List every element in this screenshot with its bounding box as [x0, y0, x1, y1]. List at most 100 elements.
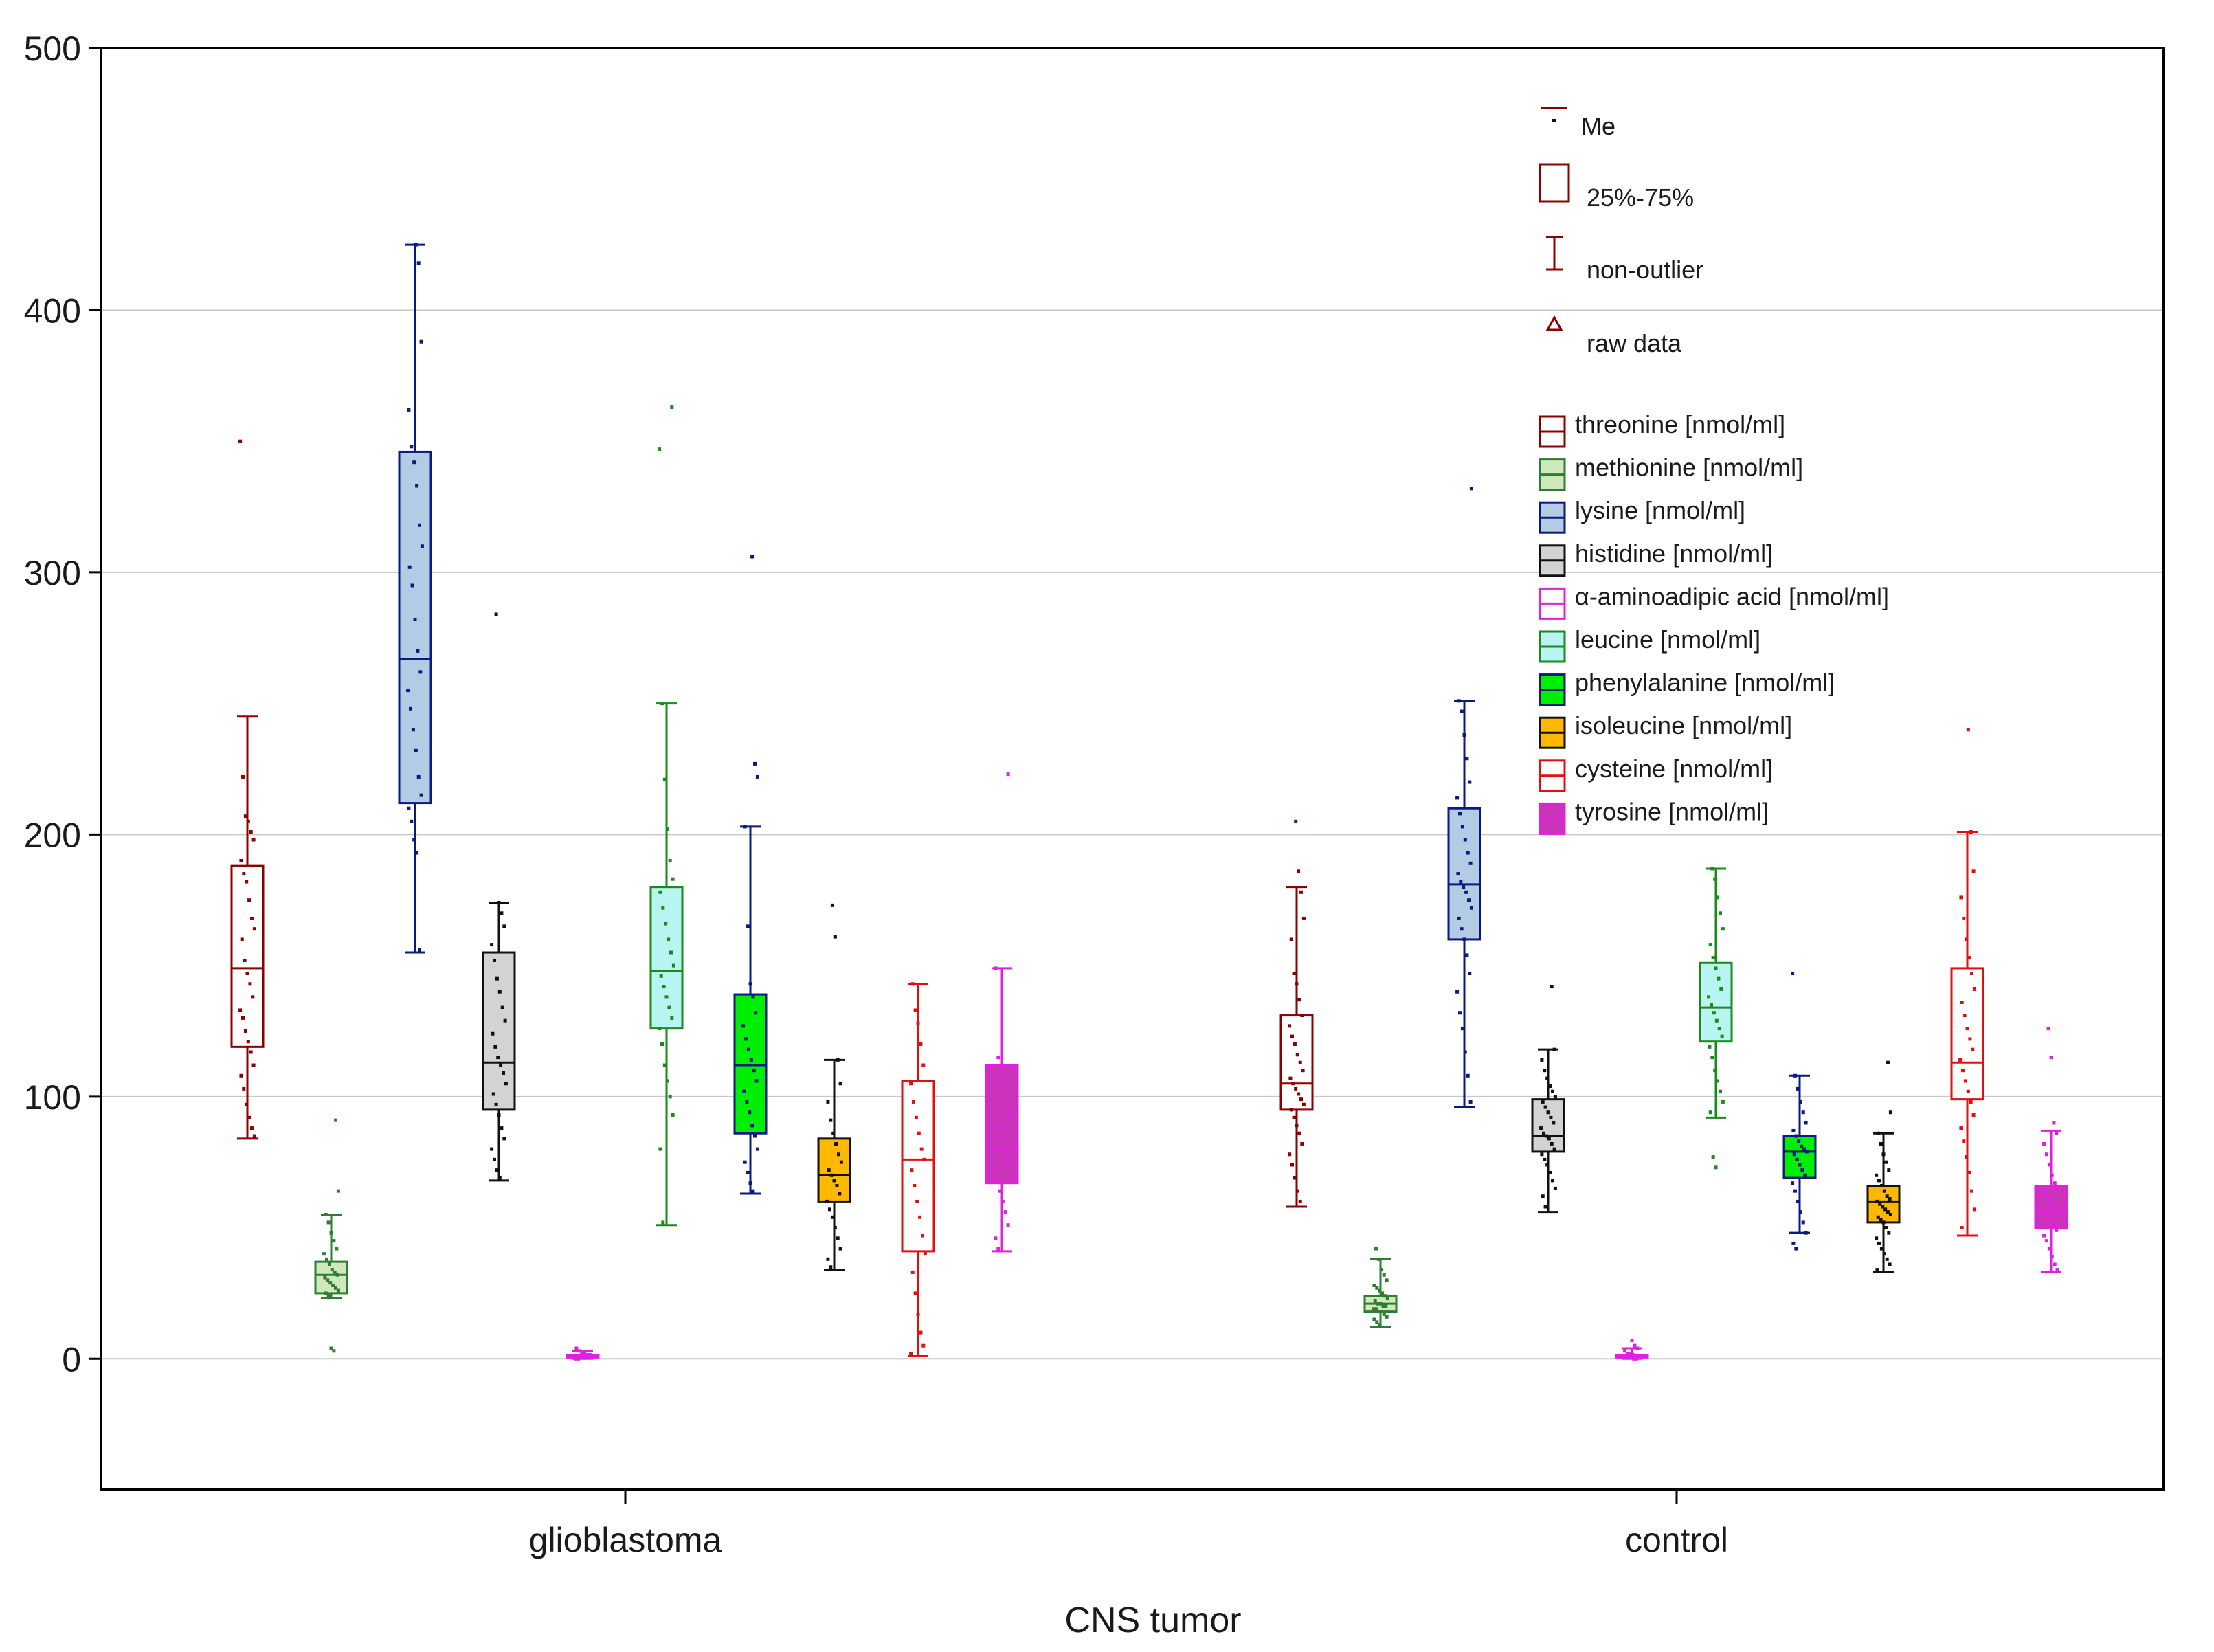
raw-point [1539, 1126, 1543, 1130]
raw-point [667, 937, 671, 941]
series-1 [314, 1118, 1398, 1353]
raw-point [2055, 1131, 2059, 1135]
raw-point [491, 1031, 495, 1036]
raw-point [1551, 1089, 1554, 1093]
legend-label: tyrosine [nmol/ml] [1575, 797, 1769, 825]
box-1-glioblastoma [314, 1118, 348, 1353]
raw-point [238, 1008, 243, 1012]
raw-point [830, 1215, 834, 1219]
raw-points [658, 405, 675, 1225]
raw-point [1965, 1027, 1969, 1031]
raw-point [835, 1184, 839, 1188]
raw-point [917, 1131, 921, 1135]
raw-point [2056, 1210, 2060, 1214]
raw-point [246, 819, 250, 823]
raw-point [497, 1113, 501, 1117]
raw-point [1960, 1226, 1964, 1230]
raw-point [407, 408, 411, 412]
raw-point [410, 445, 414, 449]
raw-point [833, 1226, 837, 1230]
raw-point [1875, 1173, 1879, 1177]
box-0-glioblastoma [230, 439, 265, 1140]
box-4-glioblastoma [566, 1346, 600, 1361]
raw-point [1886, 1210, 1890, 1214]
raw-point [502, 1137, 506, 1141]
raw-point [827, 1168, 831, 1172]
raw-point [1291, 1082, 1295, 1086]
raw-point [921, 1234, 924, 1238]
raw-point [839, 1160, 843, 1164]
raw-point [1374, 1307, 1378, 1311]
raw-point [1463, 838, 1467, 842]
raw-point [744, 1037, 748, 1041]
raw-point [826, 1100, 830, 1104]
raw-points [1958, 728, 1976, 1230]
raw-point [1631, 1353, 1635, 1357]
raw-point [1710, 1003, 1713, 1007]
raw-point [1972, 987, 1976, 991]
raw-point [1633, 1343, 1637, 1348]
raw-point [1710, 1056, 1714, 1060]
raw-point [1376, 1302, 1380, 1306]
legend: Me 25%-75% non-outlier raw data threonine [n… [1539, 107, 1889, 835]
raw-point [2046, 1215, 2050, 1219]
raw-points [1623, 1339, 1640, 1361]
legend-entry-8: cysteine [nmol/ml] [1539, 755, 1773, 792]
raw-point [994, 966, 998, 970]
raw-point [242, 872, 246, 876]
raw-point [420, 544, 424, 548]
raw-point [1299, 890, 1303, 894]
legend-median-label: Me [1581, 112, 1615, 140]
iqr-box [230, 864, 265, 1048]
raw-point [238, 439, 243, 443]
raw-point [1298, 1199, 1302, 1203]
raw-point [751, 1189, 755, 1193]
iqr-box [733, 993, 768, 1135]
raw-point [326, 1294, 331, 1298]
iqr-box [1447, 807, 1481, 941]
raw-point [923, 1252, 927, 1256]
raw-point [746, 1170, 750, 1174]
raw-point [1967, 1170, 1971, 1174]
raw-point [1629, 1355, 1633, 1359]
legend-median-dot [1552, 119, 1556, 122]
raw-point [503, 1018, 507, 1023]
legend-entry-1: methionine [nmol/ml] [1539, 454, 1803, 491]
raw-point [1385, 1278, 1389, 1282]
raw-point [1382, 1312, 1386, 1316]
raw-point [2046, 1197, 2050, 1201]
box-6-glioblastoma [733, 555, 768, 1195]
raw-points [238, 439, 256, 1138]
raw-point [327, 1262, 331, 1266]
legend-entry-7: isoleucine [nmol/ml] [1539, 711, 1792, 749]
raw-point [2052, 1223, 2056, 1227]
raw-point [1882, 1252, 1886, 1256]
box-2-glioblastoma [398, 243, 432, 954]
raw-point [1007, 1113, 1011, 1117]
box-5-glioblastoma [649, 405, 684, 1227]
raw-point [1623, 1349, 1627, 1353]
box-6-control [1782, 972, 1817, 1251]
raw-point [909, 1082, 913, 1086]
raw-point [826, 1257, 830, 1261]
raw-point [1545, 1163, 1550, 1167]
raw-point [331, 1283, 335, 1287]
raw-point [1460, 709, 1464, 713]
raw-point [1707, 995, 1711, 999]
series-6 [733, 555, 1817, 1251]
raw-point [1965, 937, 1969, 941]
series-0 [230, 439, 1314, 1208]
raw-point [586, 1355, 590, 1359]
raw-point [833, 935, 837, 939]
x-category-label: control [1625, 1521, 1728, 1559]
raw-point [748, 982, 752, 986]
raw-point [1716, 1079, 1720, 1083]
raw-points [741, 555, 759, 1193]
raw-point [922, 1157, 926, 1161]
raw-point [1464, 890, 1468, 894]
raw-point [588, 1353, 592, 1357]
raw-point [1721, 927, 1725, 931]
raw-point [838, 1192, 842, 1196]
raw-point [416, 649, 420, 653]
